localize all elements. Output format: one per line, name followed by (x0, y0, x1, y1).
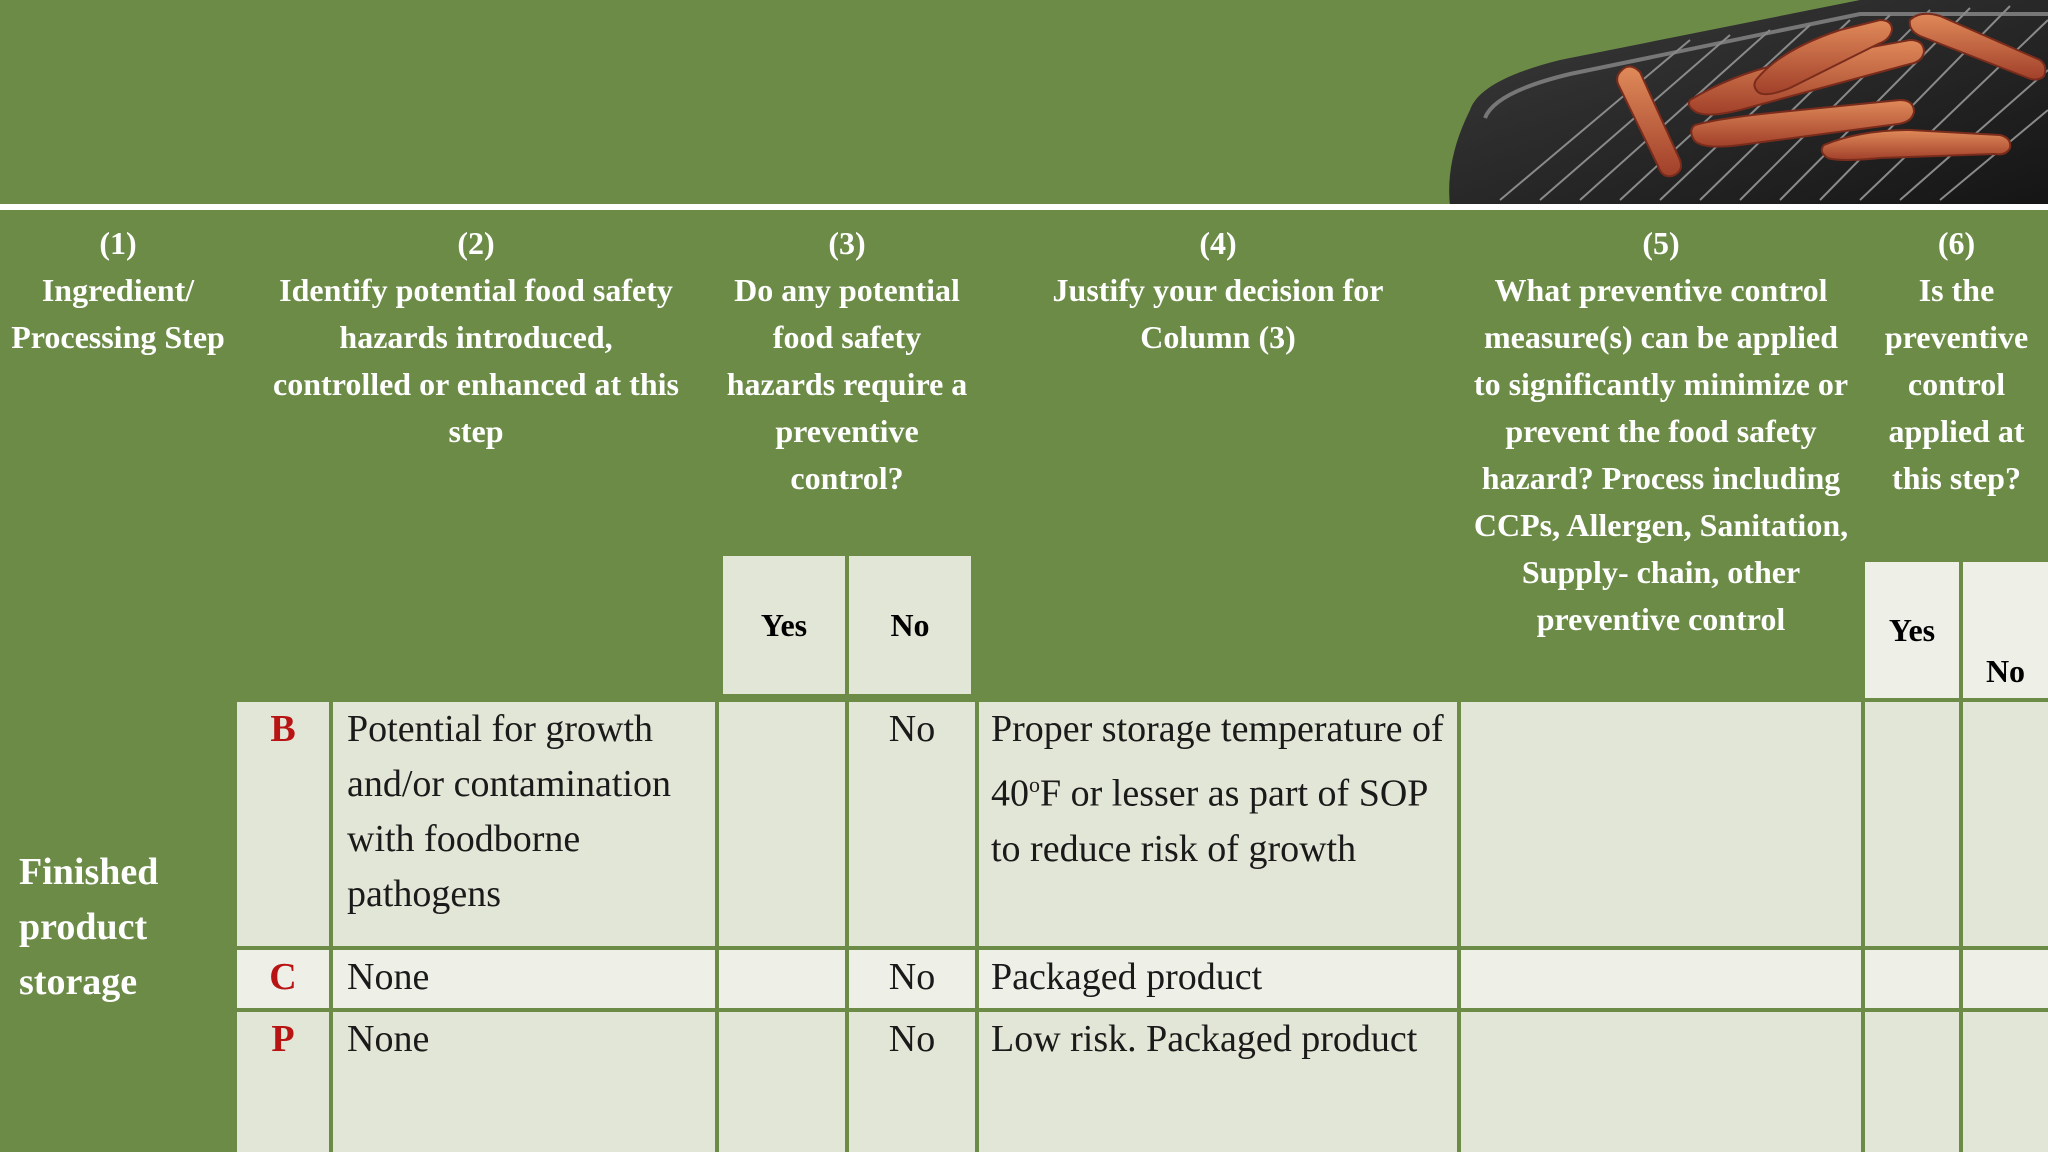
column-text: Is the preventive control applied at thi… (1884, 272, 2029, 496)
column-header-4: (4) Justify your decision for Column (3) (979, 212, 1457, 694)
column-text: Do any potential food safety hazards req… (726, 272, 968, 496)
subheader-yes-col6: Yes (1865, 562, 1959, 698)
yes-cell (719, 1012, 845, 1152)
justification-cell: Low risk. Packaged product (979, 1012, 1457, 1152)
control-measure-cell (1461, 950, 1861, 1008)
justification-cell: Proper storage temperature of 40oF or le… (979, 702, 1457, 946)
applied-yes-cell (1865, 1012, 1959, 1152)
column-header-2: (2) Identify potential food safety hazar… (237, 212, 715, 694)
column-number: (4) (1199, 225, 1237, 261)
column-number: (2) (457, 225, 495, 261)
column-number: (1) (99, 225, 137, 261)
no-cell: No (849, 1012, 975, 1152)
applied-no-cell (1963, 702, 2048, 946)
applied-no-cell (1963, 1012, 2048, 1152)
control-measure-cell (1461, 702, 1861, 946)
column-header-3: (3) Do any potential food safety hazards… (719, 212, 975, 544)
yes-cell (719, 702, 845, 946)
no-cell: No (849, 950, 975, 1008)
hazard-text: None (333, 1012, 715, 1152)
yes-cell (719, 950, 845, 1008)
header-divider (0, 204, 2048, 210)
subheader-no-col6: No (1963, 562, 2048, 698)
applied-yes-cell (1865, 702, 1959, 946)
applied-no-cell (1963, 950, 2048, 1008)
column-text: What preventive control measure(s) can b… (1473, 272, 1849, 637)
control-measure-cell (1461, 1012, 1861, 1152)
column-header-1: (1) Ingredient/ Processing Step (3, 212, 233, 694)
step-label: Finished product storage (3, 702, 233, 1152)
subheader-no-col3: No (849, 556, 971, 694)
no-cell: No (849, 702, 975, 946)
applied-yes-cell (1865, 950, 1959, 1008)
grill-sausages-image (1449, 0, 2048, 206)
column-header-5: (5) What preventive control measure(s) c… (1461, 212, 1861, 694)
column-text: Ingredient/ Processing Step (11, 272, 225, 355)
column-header-6: (6) Is the preventive control applied at… (1865, 212, 2048, 590)
column-number: (6) (1937, 225, 1976, 261)
column-number: (3) (828, 225, 866, 261)
subheader-yes-col3: Yes (723, 556, 845, 694)
hazard-text: Potential for growth and/or contaminatio… (333, 702, 715, 946)
column-text: Justify your decision for Column (3) (1052, 272, 1384, 355)
hazard-code-b: B (237, 702, 329, 946)
column-number: (5) (1642, 225, 1680, 261)
hazard-code-c: C (237, 950, 329, 1008)
column-text: Identify potential food safety hazards i… (273, 272, 679, 449)
hazard-text: None (333, 950, 715, 1008)
hazard-code-p: P (237, 1012, 329, 1152)
justification-cell: Packaged product (979, 950, 1457, 1008)
